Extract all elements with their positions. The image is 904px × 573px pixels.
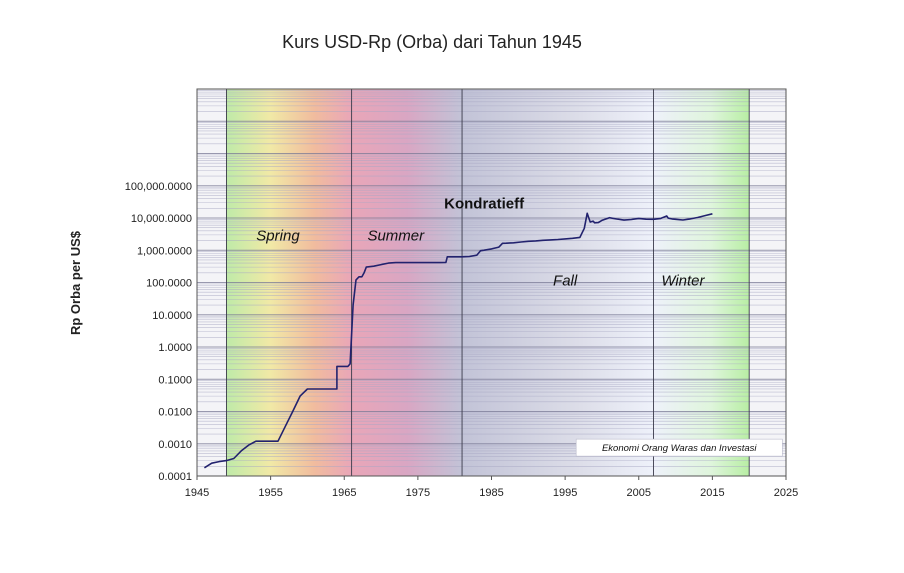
y-axis-label: Rp Orba per US$ bbox=[68, 230, 83, 335]
x-tick-label: 2015 bbox=[700, 487, 724, 499]
season-annotation: Winter bbox=[661, 273, 705, 290]
y-tick-label: 100,000.0000 bbox=[125, 181, 192, 193]
season-annotation: Summer bbox=[367, 228, 425, 245]
y-tick-label: 0.1000 bbox=[158, 374, 192, 386]
data-series-line bbox=[203, 212, 713, 469]
y-tick-label: 1,000.0000 bbox=[137, 245, 192, 257]
y-tick-label: 10,000.0000 bbox=[131, 213, 192, 225]
y-tick-label: 100.0000 bbox=[146, 278, 192, 290]
season-annotation: Fall bbox=[553, 273, 578, 290]
x-tick-label: 1995 bbox=[553, 487, 577, 499]
x-tick-label: 2025 bbox=[774, 487, 798, 499]
y-tick-label: 0.0001 bbox=[158, 471, 192, 483]
x-tick-label: 1975 bbox=[406, 487, 430, 499]
season-annotation: Kondratieff bbox=[444, 195, 525, 212]
y-tick-label: 0.0010 bbox=[158, 439, 192, 451]
source-label: Ekonomi Orang Waras dan Investasi bbox=[602, 443, 757, 454]
x-tick-label: 1945 bbox=[185, 487, 209, 499]
plot-area: 0.0001 0.0010 0.0100 0.1000 1.0000 10.0000 100… bbox=[125, 88, 798, 499]
x-tick-label: 1965 bbox=[332, 487, 356, 499]
season-annotation: Spring bbox=[256, 228, 300, 245]
y-tick-label: 1.0000 bbox=[158, 342, 192, 354]
x-tick-label: 1985 bbox=[479, 487, 503, 499]
chart-title: Kurs USD-Rp (Orba) dari Tahun 1945 bbox=[282, 32, 582, 52]
x-tick-label: 2005 bbox=[627, 487, 651, 499]
y-tick-label: 10.0000 bbox=[152, 310, 192, 322]
source-label-box bbox=[575, 438, 783, 457]
x-tick-label: 1955 bbox=[258, 487, 282, 499]
y-tick-label: 0.0100 bbox=[158, 407, 192, 419]
